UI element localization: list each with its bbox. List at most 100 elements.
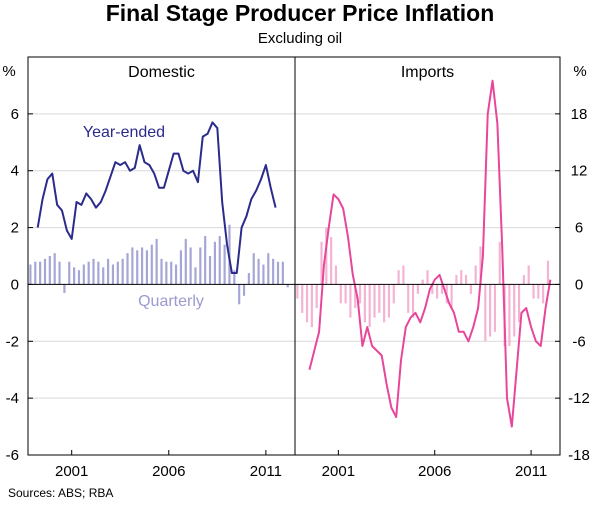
chart-subtitle: Excluding oil [257,30,343,47]
domestic-bar [272,258,275,285]
imports-bar [320,241,323,285]
domestic-bar [257,258,260,285]
chart-title: Final Stage Producer Price Inflation [105,0,495,26]
domestic-bar [140,247,144,285]
domestic-bar [204,236,207,285]
axes-layer [27,56,561,456]
domestic-bar [58,261,61,285]
imports-ytick-label: 18 [571,106,588,123]
domestic-bar [34,261,37,285]
domestic-panel-title: Domestic [128,64,195,81]
domestic-bar [184,238,187,285]
domestic-bar [262,264,265,285]
imports-bar [474,265,477,285]
imports-ytick-label: 12 [571,163,588,180]
domestic-bar [136,250,139,285]
domestic-bar [131,247,134,285]
imports-bar [455,274,458,285]
imports-xtick-label: 2011 [515,463,547,480]
imports-ytick-label: -6 [572,333,585,350]
domestic-bar [82,264,85,285]
domestic-bar [145,250,149,285]
imports-bar [537,284,540,299]
domestic-bar [165,261,168,285]
imports-bar [513,284,516,337]
plot-frame [27,56,561,456]
imports-bar [344,284,347,304]
imports-bar [349,284,352,318]
imports-bar [363,284,366,323]
domestic-bar [92,258,95,285]
domestic-bar [252,253,255,285]
imports-bar [508,284,511,347]
domestic-bar [281,261,284,285]
domestic-bar [116,261,119,285]
grid-layer [28,113,560,399]
imports-bar [315,284,318,309]
domestic-bar [247,273,250,285]
domestic-xtick-label: 2006 [152,463,185,480]
imports-bar [498,241,501,285]
imports-bar [383,284,386,323]
domestic-ytick-label: 6 [11,106,19,123]
domestic-bar [189,247,192,285]
domestic-bar [276,261,280,285]
domestic-line [36,121,277,275]
domestic-xtick-label: 2011 [250,463,282,480]
domestic-bar [121,258,124,285]
domestic-bar [160,258,163,285]
imports-bar [325,227,328,285]
imports-line [308,79,552,428]
imports-bar [354,284,357,309]
imports-bar [305,284,309,323]
domestic-bar [73,267,76,285]
imports-bar [484,284,487,342]
imports-xtick-label: 2006 [418,463,451,480]
text-layer: -6 -4 -2 0 2 4 6 2001 2006 2011 Domestic% Year-ende… [2,63,590,480]
domestic-bar [68,261,71,285]
domestic-bar [39,261,42,285]
lines-layer [36,79,552,428]
imports-bar [407,284,410,313]
domestic-bar [97,261,100,285]
imports-bar [542,284,545,304]
imports-bar [358,284,362,304]
domestic-bar [111,264,115,285]
domestic-bar [87,261,90,285]
domestic-ytick-label: 4 [11,163,19,180]
imports-bar [310,284,313,328]
domestic-bar [174,264,178,285]
imports-y-unit: % [573,63,586,80]
imports-bar [522,274,525,285]
domestic-bar [107,258,110,285]
imports-bar [402,265,405,285]
imports-bar [378,284,381,313]
domestic-bar [238,284,241,305]
imports-bar [450,284,453,309]
domestic-bar [179,250,183,285]
domestic-bar [242,284,246,296]
imports-bar [517,284,521,323]
domestic-bar [126,253,129,285]
domestic-bar [194,267,197,285]
imports-bar [532,284,535,299]
imports-bar [440,284,444,294]
domestic-bar [48,256,51,285]
domestic-bar [102,267,105,285]
domestic-bar [233,270,236,285]
imports-ytick-label: -18 [568,447,590,464]
domestic-ytick-label: 2 [11,220,19,237]
imports-bar [397,270,400,285]
imports-bar [392,284,395,304]
domestic-bar [77,270,81,285]
bars-layer [29,224,550,347]
domestic-bar [29,264,32,285]
imports-bar [416,284,419,294]
imports-bar [431,284,434,294]
imports-bar [368,284,371,328]
domestic-bar [199,247,202,285]
imports-bar [493,284,497,332]
imports-bar [334,265,338,285]
imports-bar [339,284,342,304]
